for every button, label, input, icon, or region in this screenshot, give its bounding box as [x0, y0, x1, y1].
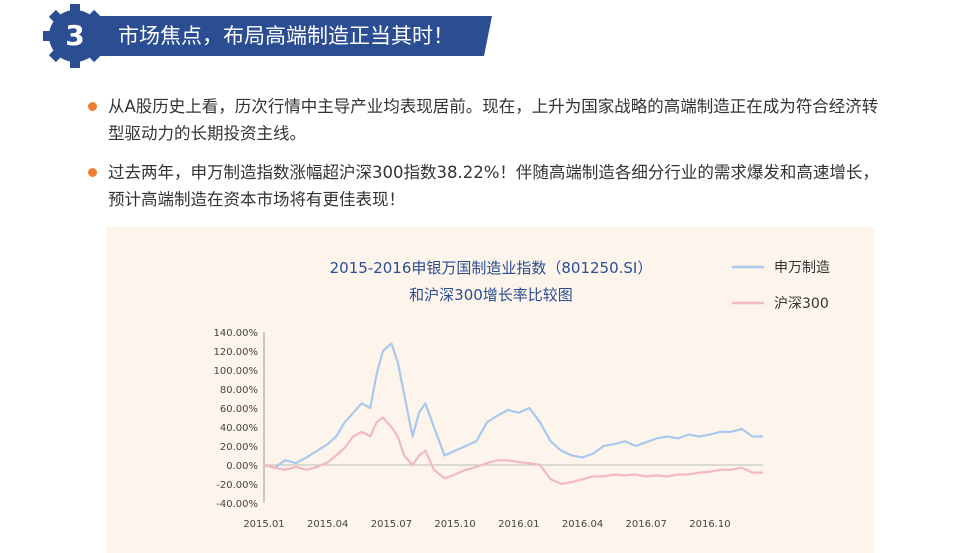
y-tick-label: 20.00% — [220, 442, 258, 453]
y-tick-label: 120.00% — [214, 347, 259, 358]
bullet-dot-icon — [88, 168, 97, 177]
section-banner: 3 市场焦点，布局高端制造正当其时！ — [40, 4, 492, 68]
y-tick-label: 0.00% — [226, 461, 258, 472]
y-tick-label: -20.00% — [216, 480, 258, 491]
banner-background — [43, 4, 492, 68]
bullet-item: 过去两年，申万制造指数涨幅超沪深300指数38.22%！伴随高端制造各细分行业的… — [88, 159, 888, 213]
y-tick-label: 100.00% — [214, 366, 259, 377]
section-title: 市场焦点，布局高端制造正当其时！ — [118, 24, 454, 48]
y-tick-label: -40.00% — [216, 499, 258, 510]
legend-label: 申万制造 — [774, 260, 830, 276]
x-tick-label: 2015.07 — [371, 519, 412, 530]
y-tick-label: 40.00% — [220, 423, 258, 434]
line-chart: 2015-2016申银万国制造业指数（801250.SI） 和沪深300增长率比较… — [214, 259, 831, 530]
banner-ribbon — [88, 16, 492, 56]
y-tick-label: 80.00% — [220, 385, 258, 396]
section-number: 3 — [65, 19, 85, 52]
legend-label: 沪深300 — [774, 296, 829, 312]
chart-title-line: 和沪深300增长率比较图 — [409, 286, 573, 304]
bullet-text: 过去两年，申万制造指数涨幅超沪深300指数38.22%！伴随高端制造各细分行业的… — [108, 163, 879, 209]
series-line-sw-manufacturing — [263, 342, 763, 469]
chart-panel: 2015-2016申银万国制造业指数（801250.SI） 和沪深300增长率比较… — [106, 227, 874, 553]
y-tick-label: 60.00% — [220, 404, 258, 415]
y-tick-label: 140.00% — [214, 328, 259, 339]
bullet-dot-icon — [88, 102, 97, 111]
chart-title-line: 2015-2016申银万国制造业指数（801250.SI） — [330, 259, 653, 277]
x-tick-label: 2015.04 — [307, 519, 348, 530]
x-tick-label: 2015.10 — [434, 519, 475, 530]
x-tick-label: 2015.01 — [243, 519, 284, 530]
bullet-text: 从A股历史上看，历次行情中主导产业均表现居前。现在，上升为国家战略的高端制造正在… — [108, 97, 879, 143]
bullet-item: 从A股历史上看，历次行情中主导产业均表现居前。现在，上升为国家战略的高端制造正在… — [88, 93, 888, 147]
series-line-hs300 — [263, 416, 763, 486]
x-tick-label: 2016.07 — [626, 519, 667, 530]
x-tick-label: 2016.04 — [562, 519, 603, 530]
gear-icon — [43, 4, 107, 68]
x-tick-label: 2016.10 — [689, 519, 730, 530]
x-tick-label: 2016.01 — [498, 519, 539, 530]
